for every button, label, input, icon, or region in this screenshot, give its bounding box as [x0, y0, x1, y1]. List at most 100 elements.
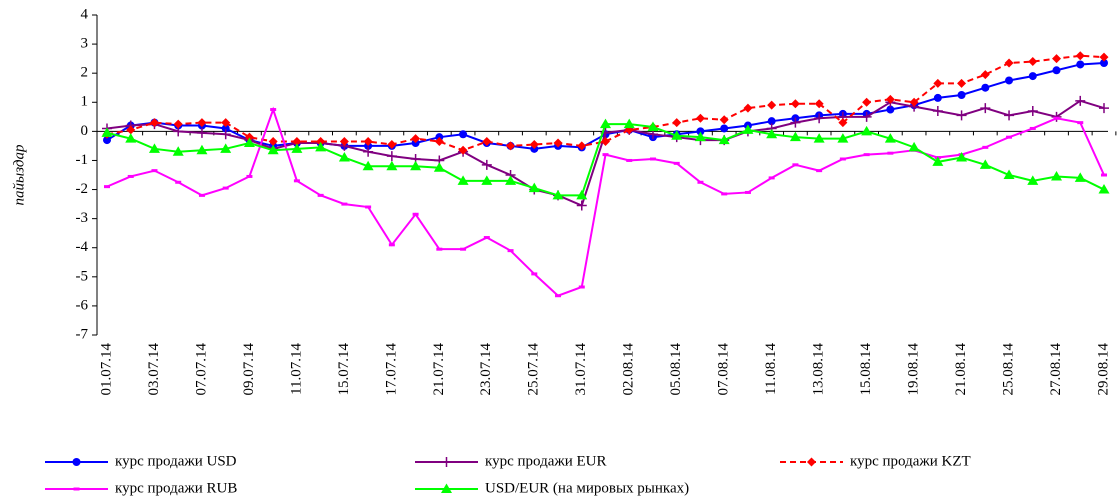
x-tick-label: 03.07.14 — [146, 343, 162, 396]
legend-label: курс продажи RUB — [115, 480, 237, 496]
marker — [441, 483, 452, 493]
x-tick-label: 29.08.14 — [1095, 343, 1111, 396]
x-tick-label: 11.07.14 — [288, 343, 304, 395]
marker — [1052, 66, 1061, 75]
marker — [172, 146, 184, 156]
marker — [291, 143, 303, 153]
marker — [1099, 52, 1109, 62]
marker — [339, 137, 349, 147]
y-tick-label: 2 — [81, 65, 89, 81]
marker — [434, 137, 444, 147]
marker — [315, 141, 327, 152]
x-tick-label: 15.08.14 — [858, 343, 874, 396]
y-tick-label: -6 — [76, 297, 89, 313]
marker — [1004, 110, 1015, 121]
marker — [1098, 184, 1110, 194]
marker — [411, 134, 421, 144]
marker — [552, 189, 564, 200]
marker — [694, 131, 706, 142]
marker — [268, 137, 278, 147]
marker — [671, 130, 683, 140]
marker — [623, 118, 635, 129]
marker — [909, 97, 919, 107]
marker — [72, 458, 81, 466]
marker — [267, 144, 279, 155]
marker — [1076, 60, 1085, 69]
marker — [600, 118, 611, 129]
marker — [458, 145, 468, 155]
marker — [861, 125, 873, 136]
marker — [790, 117, 801, 128]
marker — [813, 133, 825, 143]
legend-label: USD/EUR (на мировых рынках) — [485, 480, 689, 496]
x-tick-label: 19.08.14 — [906, 343, 922, 396]
marker — [125, 133, 137, 143]
marker — [553, 138, 563, 148]
marker — [126, 125, 136, 135]
x-tick-label: 07.08.14 — [716, 343, 732, 396]
marker — [576, 189, 588, 200]
x-tick-label: 05.08.14 — [668, 343, 684, 396]
marker — [457, 175, 469, 185]
marker — [433, 162, 445, 172]
marker — [197, 118, 207, 128]
marker — [766, 128, 778, 139]
y-tick-label: 0 — [81, 123, 89, 139]
marker — [1003, 169, 1015, 179]
marker — [362, 160, 374, 171]
marker — [862, 97, 872, 107]
legend-label: курс продажи EUR — [485, 453, 607, 469]
marker — [386, 160, 398, 171]
marker — [932, 156, 944, 166]
marker — [956, 110, 967, 121]
marker — [481, 159, 492, 170]
x-tick-label: 01.07.14 — [98, 343, 114, 396]
marker — [837, 133, 849, 143]
marker — [386, 151, 397, 162]
x-tick-label: 07.07.14 — [193, 343, 209, 396]
marker — [363, 137, 373, 147]
marker — [908, 141, 920, 152]
marker — [814, 99, 824, 109]
y-tick-label: 4 — [81, 6, 89, 22]
marker — [933, 78, 943, 88]
marker — [221, 124, 230, 133]
marker — [243, 137, 255, 147]
x-tick-label: 23.07.14 — [478, 343, 494, 396]
marker — [718, 134, 730, 145]
marker — [577, 141, 587, 151]
marker — [742, 124, 754, 134]
marker — [932, 106, 943, 116]
x-tick-label: 31.07.14 — [573, 343, 589, 396]
marker — [1074, 172, 1086, 182]
marker — [196, 127, 207, 138]
y-tick-label: -1 — [76, 152, 89, 168]
marker — [1100, 59, 1108, 67]
marker — [807, 457, 816, 467]
x-tick-label: 13.08.14 — [811, 343, 827, 396]
marker — [981, 83, 990, 92]
y-tick-label: -5 — [76, 268, 89, 284]
marker — [979, 159, 991, 169]
marker — [933, 93, 942, 102]
marker — [1027, 175, 1039, 185]
marker — [884, 133, 896, 143]
marker — [885, 94, 895, 104]
x-tick-label: 15.07.14 — [336, 343, 352, 396]
marker — [338, 152, 350, 162]
marker — [861, 111, 872, 122]
x-tick-label: 02.08.14 — [621, 343, 637, 396]
marker — [149, 118, 159, 128]
marker — [482, 137, 492, 147]
marker — [576, 200, 587, 211]
y-axis-label: пайыздар — [11, 144, 27, 205]
marker — [695, 113, 705, 123]
marker — [980, 70, 990, 80]
marker — [221, 118, 231, 128]
marker — [1028, 72, 1037, 81]
marker — [196, 144, 208, 155]
marker — [1051, 170, 1063, 181]
marker — [601, 137, 610, 147]
marker — [1099, 103, 1109, 114]
